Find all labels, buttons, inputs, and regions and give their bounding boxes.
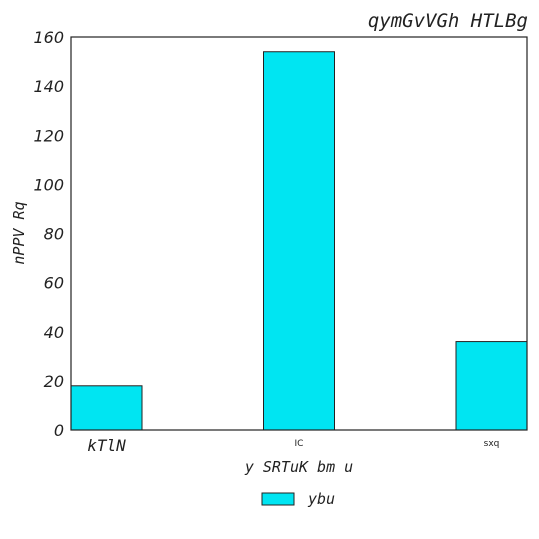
plot-frame <box>70 36 528 431</box>
y-tick-label: 160 <box>33 28 64 47</box>
y-tick-label: 20 <box>44 372 64 391</box>
y-axis-label: nPPV Rq <box>10 201 28 264</box>
x-tick-label: sxq <box>484 439 500 449</box>
y-tick-label: 140 <box>33 77 64 96</box>
y-tick-label: 40 <box>44 323 64 342</box>
x-tick-label: IC <box>295 439 304 449</box>
bar-IC <box>263 51 335 431</box>
chart-title: qymGvVGh HTLBg <box>368 10 528 32</box>
x-tick-label: kTlN <box>87 436 126 455</box>
y-tick-label: 0 <box>54 421 64 440</box>
bar-sxq <box>455 341 528 431</box>
bar-kTlN <box>70 385 143 431</box>
legend: ybu <box>261 490 335 508</box>
y-tick-label: 80 <box>44 225 64 244</box>
y-axis-ticks: 0 20 40 60 80 100 120 140 160 <box>33 28 64 440</box>
legend-swatch <box>261 492 295 506</box>
x-axis-label: y SRTuK bm u <box>244 458 353 476</box>
bars-group <box>70 51 528 431</box>
legend-label: ybu <box>307 490 335 508</box>
x-axis-ticks: kTlN IC sxq <box>87 436 499 455</box>
y-tick-label: 120 <box>33 126 64 145</box>
y-tick-label: 60 <box>44 274 64 293</box>
y-tick-label: 100 <box>33 175 64 194</box>
